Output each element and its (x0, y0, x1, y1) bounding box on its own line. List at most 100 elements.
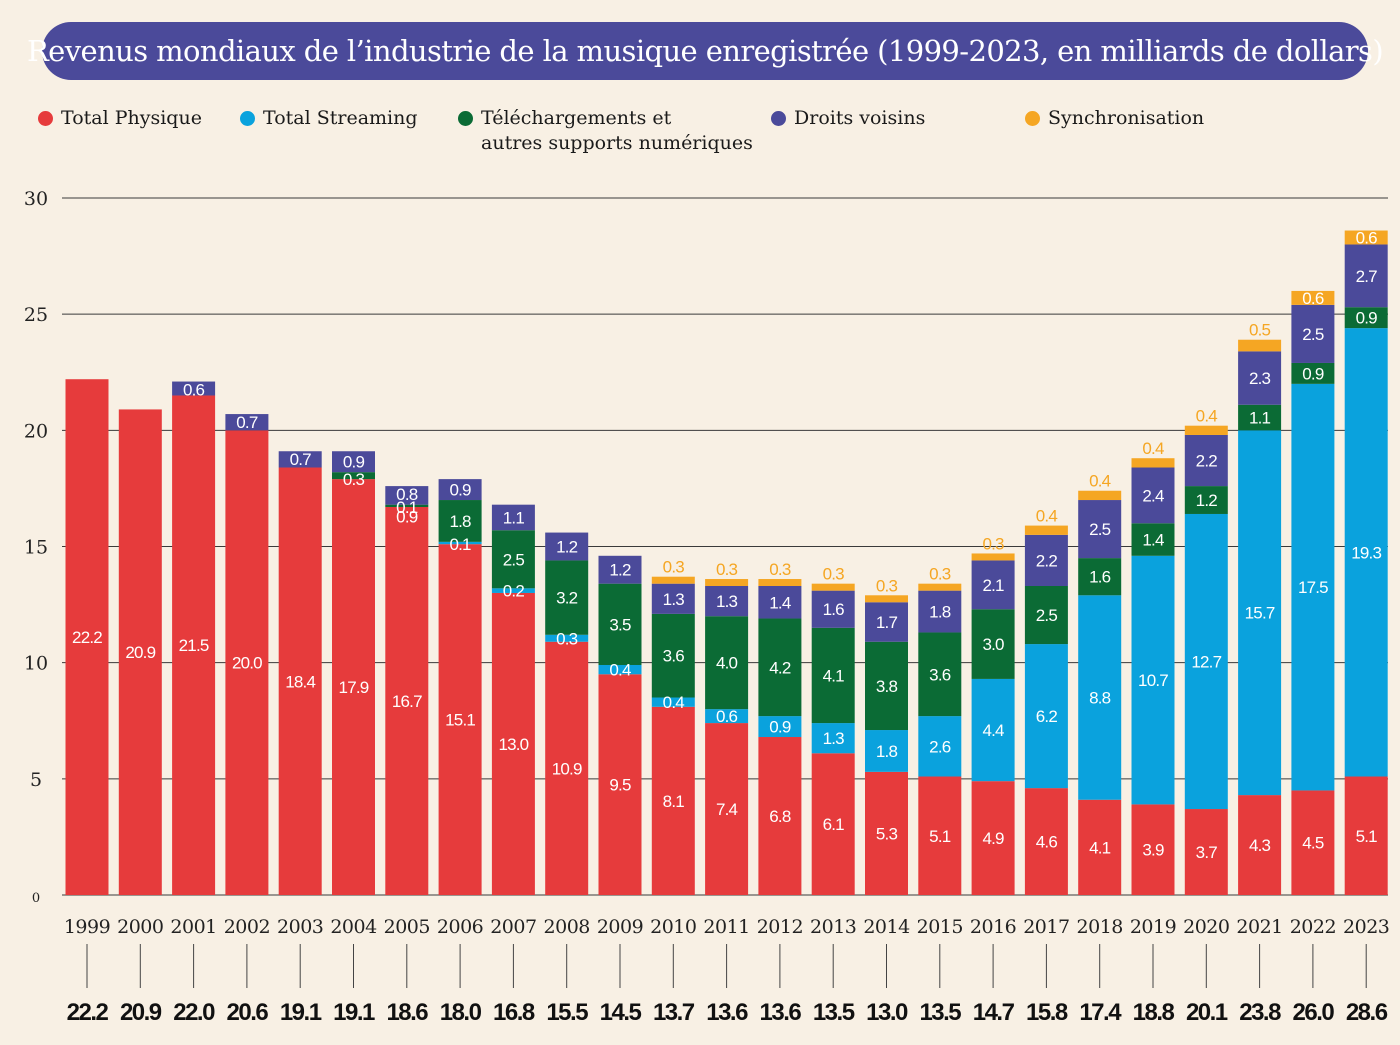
total-value-label: 14.7 (973, 999, 1015, 1026)
bar-value-label: 3.6 (929, 665, 951, 684)
bar-value-label: 4.9 (982, 829, 1004, 848)
bar-value-label: 4.1 (1089, 838, 1111, 857)
bar-segment (491, 588, 535, 593)
bar-value-label: 1.3 (823, 729, 845, 748)
bar-segment (225, 414, 269, 431)
bar-value-label: 1.7 (876, 613, 898, 632)
bar-segment (545, 641, 589, 895)
bar-value-label: 22.2 (72, 628, 102, 647)
total-value-label: 20.6 (227, 999, 269, 1026)
bar-segment (1344, 244, 1388, 308)
y-tick-label: 5 (30, 769, 42, 791)
total-value-label: 19.1 (333, 999, 375, 1026)
bar-segment (1024, 788, 1068, 895)
bar-value-label: 5.3 (876, 824, 898, 843)
bar-segment (118, 409, 162, 895)
legend-item-total-physique: Total Physique (38, 106, 202, 131)
bar-segment (278, 467, 322, 895)
total-value-label: 14.5 (600, 999, 642, 1026)
bar-segment (918, 583, 962, 591)
bar-value-label: 0.4 (1196, 407, 1218, 426)
bar-value-label: 8.1 (663, 792, 685, 811)
bar-value-label: 1.4 (1142, 531, 1164, 550)
bar-segment (971, 609, 1015, 679)
bar-value-label: 1.2 (609, 561, 631, 580)
bar-segment (65, 379, 109, 896)
legend-swatch-telechargements (458, 111, 473, 126)
total-value-label: 20.1 (1186, 999, 1228, 1026)
bar-segment (491, 530, 535, 589)
y-tick-label: 0 (32, 891, 40, 906)
bar-segment (758, 737, 802, 895)
bar-segment (545, 560, 589, 635)
legend-item-droits-voisins: Droits voisins (771, 106, 925, 131)
y-tick-label: 10 (24, 653, 48, 675)
bar-segment (491, 504, 535, 531)
bar-value-label: 9.5 (609, 776, 631, 795)
bar-value-label: 0.1 (449, 535, 471, 554)
legend-label-droits-voisins: Droits voisins (794, 107, 926, 129)
bar-value-label: 0.4 (1142, 439, 1164, 458)
bar-value-label: 1.8 (449, 512, 471, 531)
bar-value-label: 1.6 (1089, 568, 1111, 587)
bar-segment (1131, 467, 1175, 524)
bar-segment (758, 585, 802, 619)
bar-segment (865, 730, 908, 772)
bar-value-label: 17.5 (1298, 578, 1328, 597)
bar-value-label: 2.5 (503, 550, 525, 569)
total-value-label: 13.6 (760, 999, 802, 1026)
total-value-label: 15.8 (1026, 999, 1068, 1026)
bar-value-label: 3.5 (609, 615, 631, 634)
y-tick-label: 30 (24, 188, 48, 210)
bar-value-label: 20.9 (125, 643, 155, 662)
total-value-label: 18.8 (1133, 999, 1175, 1026)
bar-segment (651, 613, 695, 698)
x-tick-label: 2016 (970, 916, 1016, 938)
legend-label-total-physique: Total Physique (61, 107, 202, 129)
x-tick-label: 2015 (917, 916, 963, 938)
x-tick-label: 2010 (650, 916, 696, 938)
bar-segment (1131, 555, 1175, 805)
legend-item-synchronisation: Synchronisation (1025, 106, 1204, 131)
total-value-label: 18.6 (386, 999, 428, 1026)
bar-segment (811, 583, 855, 591)
x-tick-label: 2020 (1183, 916, 1229, 938)
bar-value-label: 0.3 (876, 576, 898, 595)
total-value-label: 20.9 (120, 999, 162, 1026)
bar-value-label: 0.6 (1302, 289, 1324, 308)
bar-segment (598, 555, 642, 584)
bar-segment (1238, 430, 1282, 796)
bar-value-label: 1.1 (1249, 409, 1271, 428)
x-tick-label: 2019 (1130, 916, 1176, 938)
bar-value-label: 0.4 (663, 693, 685, 712)
bar-value-label: 3.0 (982, 635, 1004, 654)
bar-segment (865, 641, 908, 731)
bar-value-label: 1.8 (929, 603, 951, 622)
bar-segment (225, 430, 269, 895)
total-value-label: 15.5 (546, 999, 588, 1026)
bar-segment (865, 602, 908, 642)
bar-segment (1024, 525, 1068, 535)
bar-value-label: 0.9 (1356, 309, 1378, 328)
legend-swatch-droits-voisins (771, 111, 786, 126)
bar-segment (1344, 307, 1388, 329)
bar-segment (651, 697, 695, 707)
legend-swatch-synchronisation (1025, 111, 1040, 126)
total-value-label: 13.5 (813, 999, 855, 1026)
legend-item-total-streaming: Total Streaming (240, 106, 418, 131)
bar-value-label: 17.9 (339, 678, 369, 697)
bar-value-label: 0.3 (823, 565, 845, 584)
x-tick-label: 2006 (437, 916, 483, 938)
x-tick-label: 2005 (384, 916, 430, 938)
bar-segment (1184, 809, 1228, 895)
bar-segment (172, 381, 216, 396)
bar-segment (438, 500, 482, 542)
bar-segment (545, 634, 589, 642)
x-tick-label: 2013 (810, 916, 856, 938)
bar-value-label: 2.5 (1089, 520, 1111, 539)
bar-value-label: 0.9 (449, 481, 471, 500)
bar-value-label: 3.2 (556, 589, 578, 608)
legend-swatch-total-streaming (240, 111, 255, 126)
legend-swatch-total-physique (38, 111, 53, 126)
